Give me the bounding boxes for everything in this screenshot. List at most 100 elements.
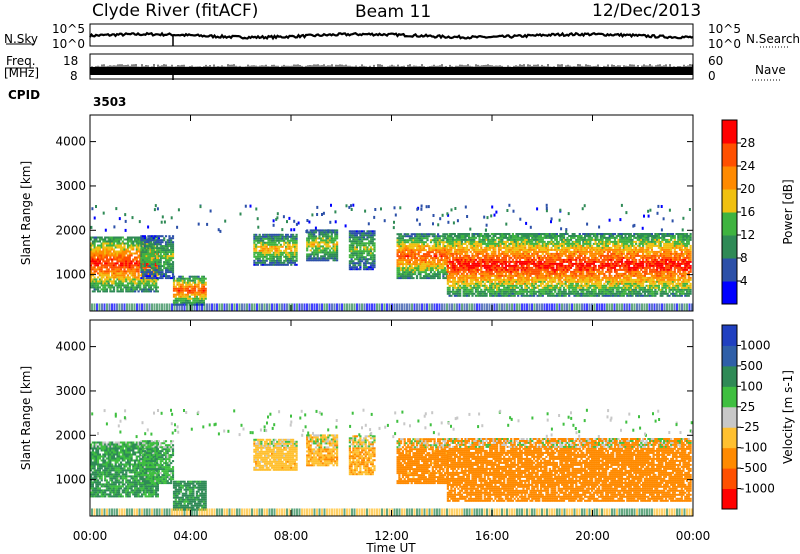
power-cell bbox=[149, 235, 152, 238]
power-cell bbox=[100, 284, 103, 287]
power-cell bbox=[277, 233, 281, 236]
power-cell bbox=[555, 248, 558, 251]
power-cell bbox=[442, 233, 445, 236]
power-cell bbox=[575, 276, 578, 279]
power-cell bbox=[369, 266, 373, 269]
power-cell bbox=[260, 241, 263, 244]
power-cell bbox=[313, 231, 316, 234]
power-cell bbox=[453, 268, 456, 271]
power-cell bbox=[460, 246, 463, 249]
power-cell bbox=[157, 243, 160, 246]
power-cell bbox=[527, 278, 530, 281]
power-cell bbox=[123, 242, 126, 245]
power-cell bbox=[496, 266, 499, 269]
power-cell bbox=[407, 239, 410, 242]
power-cell bbox=[171, 273, 175, 276]
power-cell bbox=[554, 274, 557, 277]
power-cell bbox=[462, 270, 465, 273]
power-cell bbox=[313, 253, 316, 256]
power-cell bbox=[422, 233, 426, 236]
power-cell bbox=[448, 238, 451, 241]
power-cell bbox=[157, 265, 160, 268]
power-cell bbox=[109, 278, 112, 281]
power-cell bbox=[426, 265, 429, 268]
power-cell bbox=[435, 235, 438, 238]
power-cell bbox=[123, 256, 126, 259]
power-cell bbox=[575, 266, 578, 269]
power-cell bbox=[496, 274, 499, 277]
power-cell bbox=[256, 257, 259, 260]
power-cell bbox=[515, 290, 518, 293]
power-cell bbox=[485, 278, 488, 281]
power-cell bbox=[496, 292, 499, 295]
power-cell bbox=[522, 264, 525, 267]
power-cell bbox=[573, 246, 576, 249]
power-cell bbox=[446, 252, 449, 255]
power-cell bbox=[286, 237, 289, 240]
power-cell bbox=[524, 233, 527, 235]
power-cell bbox=[450, 250, 453, 253]
power-cell bbox=[410, 273, 413, 276]
power-cell bbox=[90, 244, 93, 247]
power-cell bbox=[130, 282, 133, 285]
power-cell bbox=[104, 264, 107, 267]
power-cell bbox=[366, 238, 369, 241]
power-cell bbox=[359, 242, 362, 245]
power-cell bbox=[501, 246, 504, 249]
power-cell bbox=[515, 264, 518, 267]
power-cell bbox=[407, 253, 410, 256]
power-cell bbox=[357, 240, 360, 243]
power-cell bbox=[575, 238, 578, 241]
power-cell bbox=[473, 266, 476, 269]
power-cell bbox=[548, 236, 551, 239]
power-cell bbox=[309, 237, 312, 240]
power-cell bbox=[95, 270, 98, 273]
power-cell bbox=[121, 264, 124, 267]
power-cell bbox=[442, 259, 445, 262]
power-cell bbox=[350, 242, 353, 245]
power-cell bbox=[97, 262, 100, 265]
power-cell bbox=[510, 286, 513, 289]
power-cell bbox=[504, 240, 507, 243]
power-cell bbox=[102, 280, 105, 283]
power-cell bbox=[150, 267, 153, 270]
power-cell bbox=[480, 270, 483, 273]
power-cell bbox=[564, 274, 567, 277]
power-cell bbox=[137, 278, 140, 281]
power-cell bbox=[128, 236, 131, 239]
power-cell bbox=[311, 243, 314, 246]
power-cell bbox=[361, 256, 364, 259]
power-cell bbox=[104, 270, 107, 273]
power-cell bbox=[276, 237, 279, 240]
power-cell bbox=[497, 288, 500, 291]
power-cell bbox=[325, 245, 328, 248]
power-cell bbox=[201, 283, 204, 286]
power-cell bbox=[571, 240, 574, 243]
power-cell bbox=[401, 263, 404, 266]
power-cell bbox=[111, 262, 114, 265]
power-cell bbox=[199, 287, 202, 290]
power-cell bbox=[568, 280, 571, 283]
power-cell bbox=[557, 258, 560, 261]
power-cell bbox=[323, 229, 326, 232]
power-cell bbox=[569, 284, 573, 287]
power-cell bbox=[161, 271, 164, 274]
power-cell bbox=[130, 260, 133, 263]
power-cell bbox=[513, 252, 516, 255]
power-cell bbox=[348, 248, 351, 251]
power-cell bbox=[455, 272, 458, 275]
power-cell bbox=[194, 291, 197, 294]
power-cell bbox=[283, 235, 286, 238]
power-cell bbox=[139, 262, 142, 265]
power-cell bbox=[109, 290, 112, 293]
power-cell bbox=[159, 251, 162, 254]
power-cell bbox=[506, 286, 509, 289]
power-cell bbox=[534, 252, 537, 255]
power-cell bbox=[446, 250, 449, 253]
power-cell bbox=[476, 242, 479, 245]
power-cell bbox=[354, 258, 357, 261]
power-cell bbox=[140, 239, 143, 242]
power-cell bbox=[552, 264, 555, 267]
power-cell bbox=[419, 261, 422, 264]
power-cell bbox=[161, 255, 164, 258]
